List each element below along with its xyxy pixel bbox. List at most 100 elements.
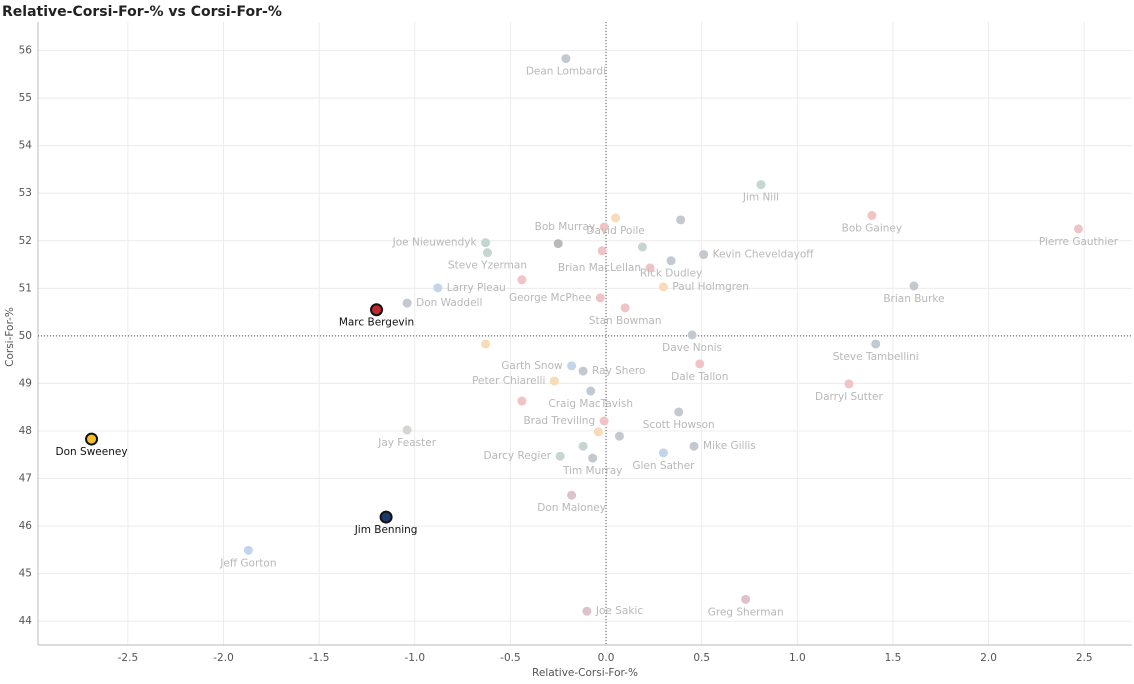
chart-title: Relative-Corsi-For-% vs Corsi-For-% xyxy=(2,4,282,20)
point xyxy=(402,298,412,308)
x-tick-label: 1.0 xyxy=(789,652,806,664)
point xyxy=(620,303,630,313)
point xyxy=(871,339,881,349)
point xyxy=(433,283,443,293)
point xyxy=(666,256,676,266)
x-tick-label: -1.0 xyxy=(405,652,426,664)
point-label: Steve Tambellini xyxy=(833,351,919,363)
point xyxy=(741,594,751,604)
point-label: Mike Gillis xyxy=(703,440,756,452)
point xyxy=(243,545,253,555)
point xyxy=(699,250,709,260)
y-tick-label: 44 xyxy=(19,615,33,627)
point xyxy=(481,238,491,248)
point xyxy=(1073,224,1083,234)
point-label: Garth Snow xyxy=(501,360,563,372)
point xyxy=(658,448,668,458)
point-label: Don Maloney xyxy=(537,502,606,514)
point xyxy=(867,211,877,221)
point-label: Tim Murray xyxy=(562,465,622,477)
point-label: Dean Lombardi xyxy=(526,66,606,78)
point xyxy=(370,303,384,317)
point xyxy=(553,239,563,249)
point-label: David Poile xyxy=(586,225,644,237)
x-tick-label: 2.5 xyxy=(1076,652,1093,664)
x-tick-label: -0.5 xyxy=(500,652,521,664)
point xyxy=(549,376,559,386)
point-label: Bob Murray xyxy=(535,221,595,233)
point-label: Kevin Cheveldayoff xyxy=(713,249,815,261)
point xyxy=(402,425,412,435)
point xyxy=(517,396,527,406)
point-label: Scott Howson xyxy=(643,419,715,431)
point-label: Craig MacTavish xyxy=(548,398,633,410)
point xyxy=(756,180,766,190)
y-tick-label: 52 xyxy=(19,235,32,247)
point xyxy=(909,281,919,291)
y-tick-label: 46 xyxy=(19,520,33,532)
point-label: Ray Shero xyxy=(592,365,645,377)
y-axis-title: Corsi-For-% xyxy=(4,307,16,367)
point xyxy=(658,282,668,292)
point-label: Jim Nill xyxy=(742,192,779,204)
y-tick-label: 54 xyxy=(19,140,33,152)
point xyxy=(379,510,393,524)
y-tick-label: 47 xyxy=(19,473,32,485)
point-label: Brian Burke xyxy=(883,293,944,305)
y-tick-label: 55 xyxy=(19,92,32,104)
x-tick-label: -2.5 xyxy=(118,652,139,664)
point-label: Paul Holmgren xyxy=(672,281,749,293)
point xyxy=(555,451,565,461)
point-label: Bob Gainey xyxy=(842,223,902,235)
point-label: Steve Yzerman xyxy=(448,260,527,272)
point xyxy=(687,330,697,340)
y-tick-label: 56 xyxy=(19,45,33,57)
point xyxy=(695,359,705,369)
point-label: Peter Chiarelli xyxy=(472,375,545,387)
point-label: Dave Nonis xyxy=(662,342,722,354)
point xyxy=(582,606,592,616)
point xyxy=(689,441,699,451)
point-label: George McPhee xyxy=(509,292,591,304)
point-label: Rick Dudley xyxy=(640,268,702,280)
point xyxy=(578,366,588,376)
point xyxy=(593,427,603,437)
point-label: Darcy Regier xyxy=(484,450,552,462)
point xyxy=(844,379,854,389)
x-tick-label: 1.5 xyxy=(885,652,902,664)
point-label: Stan Bowman xyxy=(589,315,662,327)
point-label: Marc Bergevin xyxy=(339,317,414,329)
point xyxy=(567,361,577,371)
point-label: Brian MacLellan xyxy=(558,262,641,274)
point-label: Don Sweeney xyxy=(56,446,128,458)
y-tick-label: 45 xyxy=(19,568,32,580)
x-tick-label: -2.0 xyxy=(213,652,234,664)
y-tick-label: 49 xyxy=(19,377,32,389)
point xyxy=(614,431,624,441)
point-label: Jay Feaster xyxy=(377,437,436,449)
point xyxy=(611,213,621,223)
y-tick-label: 48 xyxy=(19,425,32,437)
point xyxy=(561,54,571,64)
x-tick-label: 2.0 xyxy=(980,652,997,664)
point xyxy=(85,432,99,446)
point xyxy=(645,263,655,273)
y-tick-label: 51 xyxy=(19,282,32,294)
point xyxy=(595,293,605,303)
point-label: Jim Benning xyxy=(354,524,418,536)
point-label: Joe Sakic xyxy=(595,605,643,617)
point-label: Greg Sherman xyxy=(708,606,784,618)
x-tick-label: -1.5 xyxy=(309,652,330,664)
point xyxy=(674,407,684,417)
point xyxy=(567,490,577,500)
x-tick-label: 0.0 xyxy=(598,652,615,664)
point-label: Glen Sather xyxy=(632,460,695,472)
point-label: Brad Treviling xyxy=(523,415,595,427)
point xyxy=(578,441,588,451)
point-label: Darryl Sutter xyxy=(815,391,883,403)
point xyxy=(597,246,607,256)
y-tick-label: 53 xyxy=(19,187,32,199)
point xyxy=(482,248,492,258)
